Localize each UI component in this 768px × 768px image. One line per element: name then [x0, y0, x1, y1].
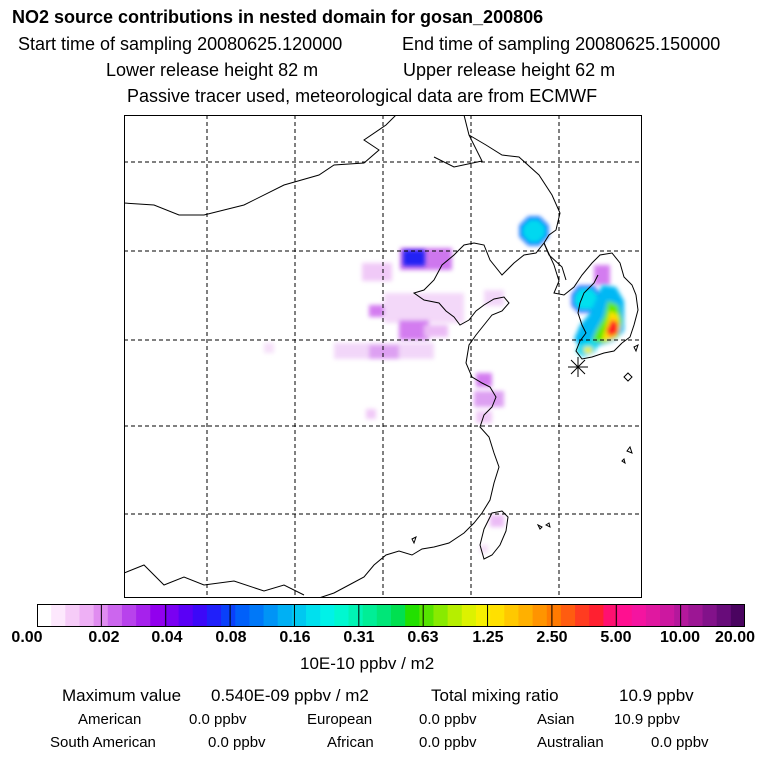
- colorbar-swatch: [716, 604, 732, 627]
- colorbar-swatch: [249, 604, 265, 627]
- colorbar-tick: 0.63: [407, 629, 439, 646]
- colorbar-swatch: [688, 604, 704, 627]
- colorbar-swatch: [348, 604, 364, 627]
- colorbar-swatch: [490, 604, 505, 627]
- region-name: African: [327, 734, 374, 751]
- colorbar-swatch: [291, 604, 307, 627]
- colorbar-swatch: [419, 604, 435, 627]
- total-mixing-value: 10.9 ppbv: [619, 686, 694, 705]
- colorbar-swatch: [306, 604, 321, 627]
- colorbar-swatch: [518, 604, 534, 627]
- colorbar-swatch: [631, 604, 647, 627]
- colorbar-swatch: [589, 604, 604, 627]
- colorbar-tick: 20.00: [714, 629, 756, 646]
- colorbar-tick: 0.31: [343, 629, 375, 646]
- colorbar-tick: 1.25: [472, 629, 504, 646]
- colorbar-swatch: [65, 604, 81, 627]
- colorbar-swatch: [178, 604, 194, 627]
- total-mixing-label: Total mixing ratio: [431, 686, 559, 705]
- region-value: 0.0 ppbv: [419, 734, 477, 751]
- region-name: South American: [50, 734, 156, 751]
- colorbar-swatch: [164, 604, 180, 627]
- colorbar-swatch: [320, 604, 335, 627]
- colorbar-swatch: [546, 604, 562, 627]
- plot-title: NO2 source contributions in nested domai…: [12, 7, 544, 27]
- colorbar-swatch: [575, 604, 590, 627]
- colorbar-tick: 2.50: [536, 629, 568, 646]
- colorbar-swatch: [433, 604, 449, 627]
- end-time-label: End time of sampling 20080625.150000: [402, 34, 721, 54]
- region-name: Australian: [537, 734, 604, 751]
- colorbar-swatch: [730, 604, 745, 627]
- lat-lon-grid: [124, 115, 642, 598]
- colorbar-swatch: [136, 604, 151, 627]
- colorbar-swatch: [376, 604, 392, 627]
- colorbar-tick: 0.08: [215, 629, 247, 646]
- color-bar: [37, 604, 745, 627]
- colorbar-swatch: [560, 604, 576, 627]
- colorbar-swatch: [391, 604, 406, 627]
- colorbar-tick: 0.04: [151, 629, 183, 646]
- colorbar-swatch: [405, 604, 420, 627]
- region-value: 0.0 ppbv: [419, 711, 477, 728]
- colorbar-swatch: [206, 604, 222, 627]
- colorbar-swatch: [702, 604, 718, 627]
- start-time-label: Start time of sampling 20080625.120000: [18, 34, 343, 54]
- concentration-field: [264, 216, 624, 553]
- colorbar-swatch: [334, 604, 350, 627]
- region-name: American: [78, 711, 142, 728]
- colorbar-swatch: [645, 604, 661, 627]
- colorbar-swatch: [617, 604, 633, 627]
- region-value: 0.0 ppbv: [189, 711, 247, 728]
- map-frame: [124, 115, 642, 598]
- colorbar-swatch: [263, 604, 279, 627]
- colorbar-tick: 0.02: [88, 629, 120, 646]
- colorbar-swatch: [150, 604, 166, 627]
- colorbar-swatch: [603, 604, 619, 627]
- colorbar-swatch: [121, 604, 137, 627]
- colorbar-swatch: [221, 604, 236, 627]
- colorbar-tick: 10.00: [659, 629, 701, 646]
- region-value: 10.9 ppbv: [614, 711, 680, 728]
- colorbar-swatch: [674, 604, 689, 627]
- region-name: European: [307, 711, 373, 728]
- colorbar-swatch: [475, 604, 491, 627]
- colorbar-swatch: [504, 604, 520, 627]
- colorbar-tick: 0.16: [279, 629, 311, 646]
- upper-release-label: Upper release height 62 m: [403, 60, 616, 80]
- colorbar-swatch: [660, 604, 675, 627]
- tracer-note: Passive tracer used, meteorological data…: [127, 86, 598, 106]
- coastlines: [124, 115, 639, 598]
- colorbar-swatch: [37, 604, 52, 627]
- region-name: Asian: [537, 711, 575, 728]
- receptor-marker: [568, 357, 588, 377]
- colorbar-tick: 5.00: [600, 629, 632, 646]
- colorbar-swatch: [461, 604, 477, 627]
- colorbar-swatch: [79, 604, 95, 627]
- colorbar-swatch: [362, 604, 378, 627]
- colorbar-swatch: [532, 604, 548, 627]
- colorbar-swatch: [192, 604, 208, 627]
- colorbar-swatch: [277, 604, 293, 627]
- map-panel: [124, 115, 642, 598]
- max-value-label: Maximum value: [62, 686, 182, 705]
- max-value: 0.540E-09 ppbv / m2: [211, 686, 369, 705]
- colorbar-swatch: [235, 604, 250, 627]
- colorbar-tick: 0.00: [11, 629, 43, 646]
- colorbar-swatch: [447, 604, 463, 627]
- lower-release-label: Lower release height 82 m: [106, 60, 319, 80]
- region-value: 0.0 ppbv: [651, 734, 709, 751]
- colorbar-swatch: [51, 604, 66, 627]
- region-value: 0.0 ppbv: [208, 734, 266, 751]
- colorbar-units: 10E-10 ppbv / m2: [300, 654, 435, 673]
- colorbar-swatch: [107, 604, 123, 627]
